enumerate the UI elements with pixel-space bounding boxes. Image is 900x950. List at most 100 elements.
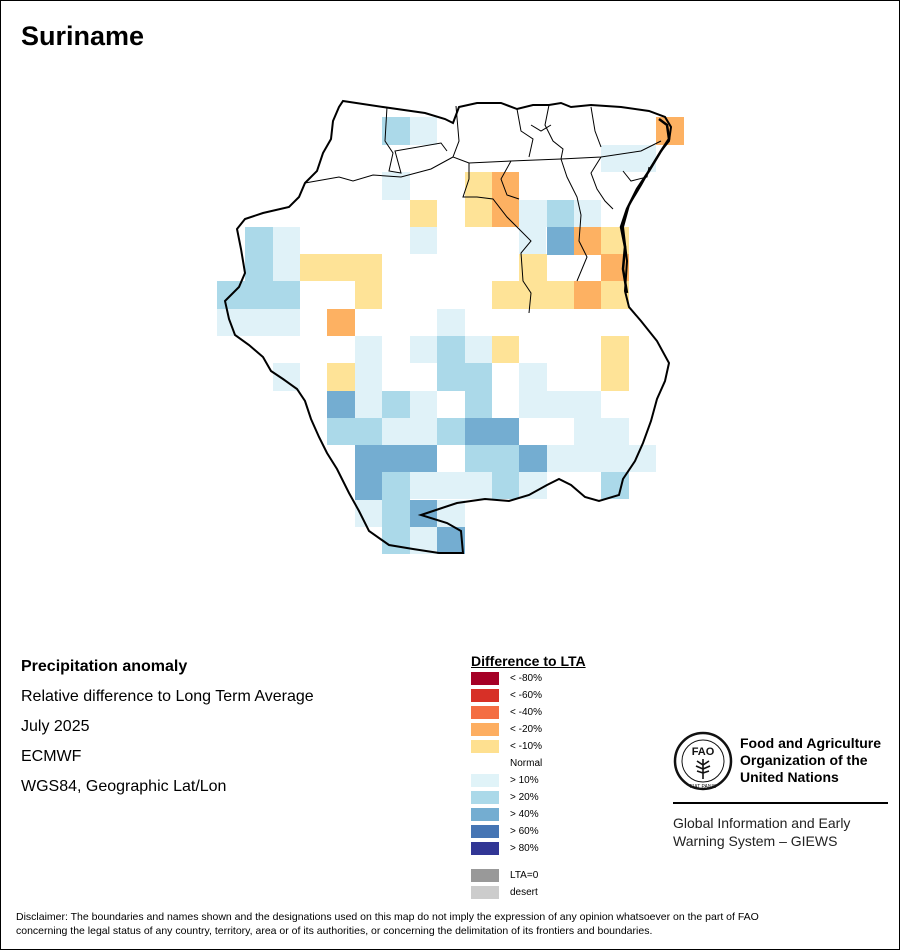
grid-cell bbox=[519, 200, 547, 227]
legend-swatch bbox=[471, 723, 499, 736]
legend-item: > 60% bbox=[471, 823, 661, 840]
grid-cell bbox=[410, 117, 437, 145]
grid-cell bbox=[245, 227, 273, 282]
legend-label: desert bbox=[510, 887, 538, 898]
grid-cell bbox=[574, 227, 601, 255]
grid-cell bbox=[465, 445, 519, 472]
grid-cell bbox=[492, 336, 519, 363]
grid-cell bbox=[465, 363, 492, 418]
legend-swatch bbox=[471, 886, 499, 899]
grid-cell bbox=[601, 145, 656, 172]
grid-cell bbox=[547, 445, 574, 472]
legend-item: < -60% bbox=[471, 687, 661, 704]
grid-cell bbox=[327, 391, 355, 418]
district-boundary bbox=[500, 160, 520, 200]
disclaimer: Disclaimer: The boundaries and names sho… bbox=[16, 910, 891, 938]
legend-item: < -10% bbox=[471, 738, 661, 755]
legend-swatch bbox=[471, 757, 499, 770]
info-period: July 2025 bbox=[21, 718, 90, 735]
info-source: ECMWF bbox=[21, 748, 82, 765]
map-title: Suriname bbox=[21, 21, 145, 51]
legend-item: > 10% bbox=[471, 772, 661, 789]
legend-label: < -80% bbox=[510, 673, 542, 684]
grid-cell bbox=[410, 200, 437, 227]
district-boundary bbox=[462, 163, 532, 314]
legend-label: < -40% bbox=[510, 707, 542, 718]
giews-line: Global Information and Early bbox=[673, 815, 851, 831]
legend-item: > 20% bbox=[471, 789, 661, 806]
logo-motto: FIAT PANIS bbox=[690, 784, 717, 790]
disclaimer-line: concerning the legal status of any count… bbox=[16, 925, 653, 937]
grid-cell bbox=[355, 500, 382, 527]
grid-cell bbox=[327, 363, 355, 391]
legend-swatch bbox=[471, 689, 499, 702]
grid-cell bbox=[492, 200, 519, 227]
legend-swatch bbox=[471, 740, 499, 753]
grid-cell bbox=[382, 418, 437, 445]
legend-item: > 40% bbox=[471, 806, 661, 823]
giews-line: Warning System – GIEWS bbox=[673, 833, 838, 849]
country-outline bbox=[223, 99, 673, 554]
grid-cell bbox=[492, 472, 519, 499]
grid-cell bbox=[519, 363, 547, 391]
district-boundary bbox=[516, 108, 534, 158]
info-heading: Precipitation anomaly bbox=[21, 658, 188, 675]
map-info: Precipitation anomaly Relative differenc… bbox=[21, 657, 441, 807]
district-boundary bbox=[304, 156, 454, 184]
legend-label: LTA=0 bbox=[510, 870, 539, 881]
legend-item: > 80% bbox=[471, 840, 661, 857]
anomaly-grid bbox=[217, 117, 684, 554]
legend-spacer bbox=[471, 857, 661, 867]
district-boundaries bbox=[304, 104, 662, 314]
disclaimer-line: Disclaimer: The boundaries and names sho… bbox=[16, 911, 759, 923]
legend-label: < -20% bbox=[510, 724, 542, 735]
grid-cell bbox=[273, 227, 300, 281]
district-boundary bbox=[560, 158, 588, 282]
grid-cell bbox=[519, 254, 547, 281]
legend-item: Normal bbox=[471, 755, 661, 772]
grid-cell bbox=[217, 281, 300, 309]
grid-cell bbox=[355, 336, 382, 391]
district-boundary bbox=[530, 124, 552, 132]
grid-cell bbox=[355, 472, 382, 500]
grid-cell bbox=[574, 445, 656, 472]
grid-cell bbox=[327, 309, 355, 336]
grid-cell bbox=[437, 309, 465, 336]
legend-label: > 10% bbox=[510, 775, 539, 786]
legend-label: > 20% bbox=[510, 792, 539, 803]
grid-cell bbox=[410, 472, 492, 499]
legend-swatch bbox=[471, 808, 499, 821]
fao-logo-icon: FAO FIAT PANIS bbox=[673, 731, 733, 791]
grid-cell bbox=[519, 445, 547, 472]
grid-cell bbox=[574, 418, 629, 445]
legend-item: < -40% bbox=[471, 704, 661, 721]
legend-swatch bbox=[471, 825, 499, 838]
grid-cell bbox=[382, 472, 410, 554]
grid-cell bbox=[300, 254, 382, 281]
grid-cell bbox=[519, 391, 601, 418]
grid-cell bbox=[465, 418, 519, 445]
grid-cell bbox=[492, 172, 519, 200]
grid-cell bbox=[465, 200, 492, 227]
district-boundary bbox=[384, 106, 448, 174]
grid-cell bbox=[601, 281, 629, 309]
grid-cell bbox=[382, 117, 410, 145]
grid-cell bbox=[574, 200, 601, 227]
grid-cell bbox=[601, 336, 629, 391]
legend-swatch bbox=[471, 791, 499, 804]
legend-item: < -80% bbox=[471, 670, 661, 687]
info-subtitle: Relative difference to Long Term Average bbox=[21, 688, 314, 705]
grid-cell bbox=[519, 472, 547, 499]
legend-swatch bbox=[471, 869, 499, 882]
district-boundary bbox=[590, 156, 614, 210]
grid-cell bbox=[355, 391, 382, 418]
fao-name-line: United Nations bbox=[740, 769, 839, 785]
giews-name: Global Information and Early Warning Sys… bbox=[673, 814, 893, 850]
grid-cell bbox=[437, 336, 465, 391]
fao-name-line: Organization of the bbox=[740, 752, 868, 768]
legend-item: desert bbox=[471, 884, 661, 901]
legend-swatch bbox=[471, 672, 499, 685]
grid-cell bbox=[574, 281, 601, 309]
